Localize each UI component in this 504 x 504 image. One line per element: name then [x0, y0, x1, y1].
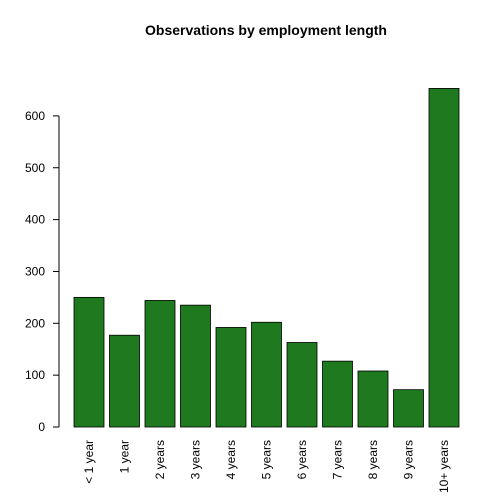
x-tick-label: 8 years: [366, 440, 380, 479]
x-tick-label: 6 years: [295, 440, 309, 479]
y-tick-label: 0: [38, 420, 45, 434]
y-tick-label: 300: [25, 264, 45, 278]
x-tick-label: 5 years: [260, 440, 274, 479]
x-axis-labels: < 1 year 1 year 2 years 3 years 4 years 5 yea…: [82, 440, 451, 493]
bar: [73, 296, 105, 428]
y-tick-label: 200: [25, 316, 45, 330]
y-tick-label: 500: [25, 161, 45, 175]
bar: [357, 370, 389, 428]
x-tick-label: 1 year: [118, 440, 132, 473]
x-tick-label: 4 years: [224, 440, 238, 479]
bar: [215, 327, 247, 428]
y-tick-label: 600: [25, 109, 45, 123]
bars: [73, 88, 460, 428]
x-tick-label: 9 years: [402, 440, 416, 479]
bar: [109, 334, 140, 428]
chart-title: Observations by employment length: [145, 22, 387, 38]
bar: [286, 342, 318, 428]
bar: [393, 389, 424, 428]
bar: [251, 321, 282, 428]
y-tick-label: 100: [25, 368, 45, 382]
x-tick-label: < 1 year: [82, 440, 96, 484]
x-tick-label: 3 years: [189, 440, 203, 479]
bar: [180, 304, 211, 428]
bar: [144, 300, 176, 428]
x-tick-label: 2 years: [153, 440, 167, 479]
x-tick-label: 7 years: [331, 440, 345, 479]
bar: [428, 88, 460, 428]
y-tick-label: 400: [25, 213, 45, 227]
x-tick-label: 10+ years: [437, 440, 451, 493]
bar: [322, 360, 353, 428]
y-axis: 0 100 200 300 400 500 600: [25, 109, 60, 434]
